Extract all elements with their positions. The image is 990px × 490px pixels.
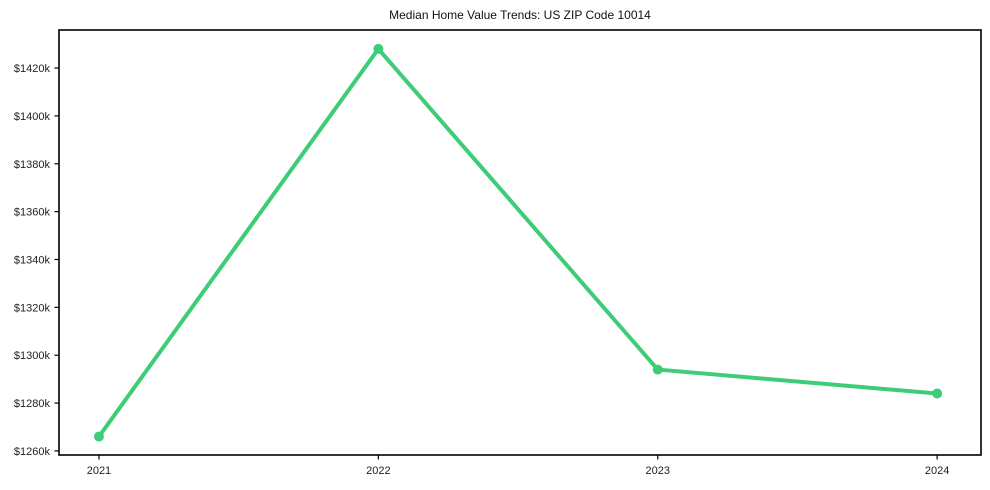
y-axis-tick-label: $1420k [14, 63, 51, 75]
y-axis-tick-label: $1380k [14, 159, 51, 171]
y-axis-tick-label: $1280k [14, 398, 51, 410]
y-axis-tick-label: $1360k [14, 207, 51, 219]
chart-title: Median Home Value Trends: US ZIP Code 10… [389, 8, 651, 22]
y-axis-tick-label: $1320k [14, 302, 51, 314]
plot-border [58, 29, 982, 456]
x-axis-tick-label: 2021 [87, 465, 111, 477]
x-axis-tick-label: 2022 [366, 465, 390, 477]
data-point-marker [932, 388, 943, 399]
y-axis-tick-label: $1260k [14, 446, 51, 458]
data-point-marker [93, 431, 104, 442]
y-axis-tick-label: $1400k [14, 111, 51, 123]
data-point-marker [373, 43, 384, 54]
data-point-marker [652, 364, 663, 375]
y-axis-tick-label: $1300k [14, 350, 51, 362]
trend-line [96, 46, 940, 439]
y-axis-tick-label: $1340k [14, 254, 51, 266]
x-axis-tick-label: 2024 [925, 465, 949, 477]
x-axis-tick-label: 2023 [645, 465, 669, 477]
